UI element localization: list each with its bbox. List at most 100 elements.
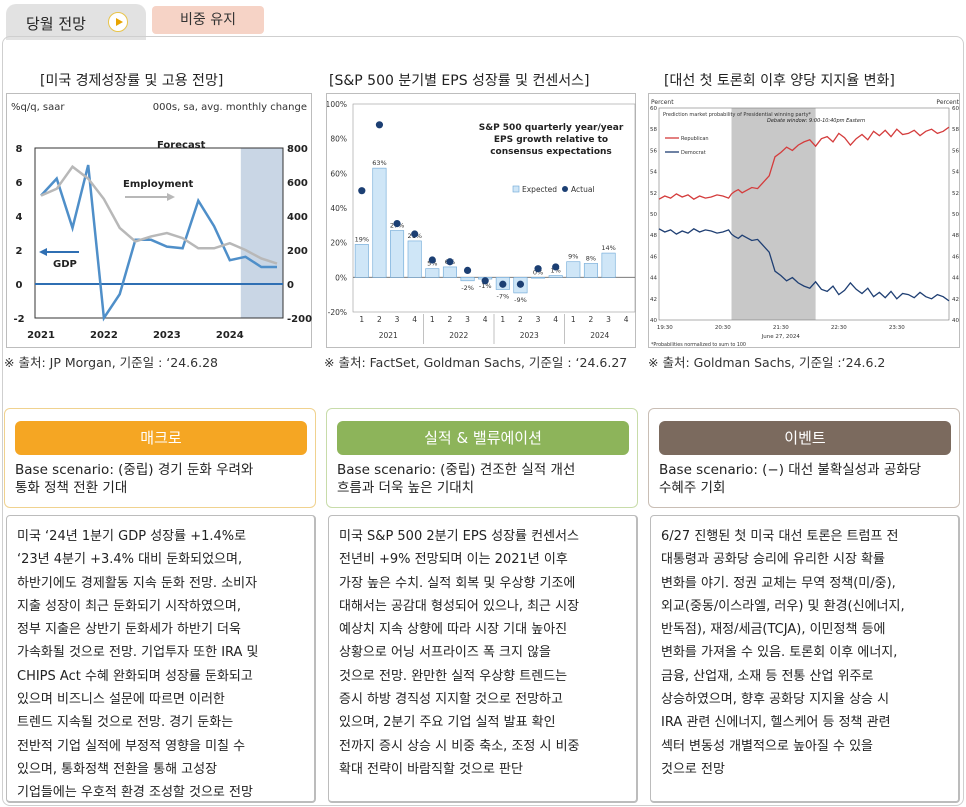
left-tick-label: 54: [650, 170, 657, 176]
legend-actual-label: Actual: [571, 185, 595, 194]
right-tick-label: 46: [952, 254, 959, 260]
gdp-arrowhead: [39, 248, 47, 256]
body-line: 6/27 진행된 첫 미국 대선 토론은 트럼프 전: [661, 529, 899, 544]
body-line: 것으로 전망: [661, 761, 725, 777]
plot-frame: [658, 107, 950, 321]
gdp-label: GDP: [53, 259, 77, 270]
expected-bar: [442, 266, 457, 278]
left-tick-label: 8: [16, 144, 23, 155]
left-tick-label: 48: [650, 233, 657, 239]
left-tick-label: 58: [650, 127, 657, 133]
actual-dot: [428, 256, 436, 264]
body-line: 변화를 야기. 정권 교체는 무역 정책(미/중),: [661, 575, 896, 591]
body-line: 트렌드 지속될 것으로 전망. 경기 둔화는: [17, 715, 234, 731]
year-label: 2022: [449, 331, 468, 340]
x-tick-label: 2: [448, 315, 453, 324]
expected-bar: [407, 240, 422, 278]
body-line: 것으로 전망. 완만한 실적 우상향 트렌드는: [339, 668, 568, 684]
right-tick-label: 44: [952, 276, 959, 282]
body-line: 상승하였으며, 향후 공화당 지지율 상승 시: [661, 692, 890, 708]
expected-data-label: 19%: [355, 235, 369, 243]
right-tick-label: 58: [952, 127, 959, 133]
macro-scenario: Base scenario: (중립) 경기 둔화 우려와 통화 정책 전환 기…: [15, 461, 253, 497]
expected-bar: [372, 167, 387, 278]
actual-dot: [499, 280, 507, 288]
earnings-scenario: Base scenario: (중립) 견조한 실적 개선 흐름과 더욱 높은 …: [337, 461, 575, 497]
forecast-label: Forecast: [157, 140, 206, 151]
chart-inner-title: S&P 500 quarterly year/year: [479, 123, 624, 133]
actual-dot: [481, 277, 489, 285]
y-tick-label: 100%: [327, 100, 347, 109]
body-line: 변화를 가져올 수 있음. 토론회 이후 에너지,: [661, 645, 898, 661]
top-bar: 당월 전망 비중 유지: [0, 0, 966, 42]
left-tick-label: 60: [650, 106, 657, 112]
play-icon[interactable]: [108, 12, 128, 32]
eps-growth-chart: 100%80%60%40%20%0%-20%19%63%27%21%5%6%-2…: [326, 100, 636, 344]
expected-bar: [566, 261, 581, 278]
event-body-text: 6/27 진행된 첫 미국 대선 토론은 트럼프 전 대통령과 공화당 승리에 유…: [661, 525, 950, 781]
actual-dot: [463, 266, 472, 274]
body-line: 있으며, 2분기 주요 기업 실적 발표 확인: [339, 715, 556, 731]
y-tick-label: 40%: [330, 204, 347, 213]
x-tick-label: 20:30: [715, 325, 731, 331]
legend-title: Prediction market probability of Preside…: [663, 112, 812, 118]
left-axis-label: %q/q, saar: [11, 102, 65, 113]
x-tick-label: 2022: [90, 330, 118, 341]
right-tick-label: 50: [952, 212, 959, 218]
body-line: 증시 하방 경직성 지지할 것으로 전망하고: [339, 692, 563, 708]
expected-data-label: 14%: [601, 244, 615, 252]
left-tick-label: 0: [16, 280, 23, 291]
left-tick-label: 6: [16, 178, 23, 189]
x-tick-label: 1: [359, 315, 364, 324]
right-tick-label: -200: [287, 314, 312, 325]
expected-bar: [425, 268, 440, 278]
right-axis-label: Percent: [936, 99, 959, 106]
x-tick-label: 3: [606, 315, 611, 324]
scenario-line: Base scenario: (중립) 견조한 실적 개선: [337, 462, 576, 478]
body-line: 전까지 증시 상승 시 비중 축소, 조정 시 비중: [339, 738, 580, 754]
left-tick-label: 52: [650, 191, 657, 197]
x-tick-label: 2024: [216, 330, 244, 341]
scenario-line: 흐름과 더욱 높은 기대치: [337, 480, 475, 496]
body-line: 예상치 지속 상향에 따라 시장 기대 높아진: [339, 622, 568, 638]
scenario-line: Base scenario: (−) 대선 불확실성과 공화당: [659, 462, 922, 478]
body-line: ‘23년 4분기 +3.4% 대비 둔화되었으며,: [17, 552, 243, 568]
x-tick-label: 4: [483, 315, 488, 324]
year-label: 2024: [590, 331, 609, 340]
x-tick-label: 1: [430, 315, 435, 324]
body-line: 기업들에는 우호적 환경 조성할 것으로 전망: [17, 785, 253, 801]
debate-window-shade: [731, 108, 816, 320]
democrat-line: [658, 228, 950, 302]
expected-bar: [390, 230, 405, 278]
event-card: 이벤트 Base scenario: (−) 대선 불확실성과 공화당 수혜주 …: [648, 408, 960, 508]
left-axis-label: Percent: [651, 99, 674, 106]
left-tick-label: 56: [650, 148, 657, 154]
body-line: 가속화될 것으로 전망. 기업투자 또한 IRA 및: [17, 645, 259, 661]
employment-label: Employment: [123, 179, 194, 190]
x-tick-label: 21:30: [773, 325, 789, 331]
legend-expected-swatch: [512, 185, 520, 193]
chart2-source: ※ 출처: FactSet, Goldman Sachs, 기준일 : ‘24.…: [324, 355, 628, 370]
x-tick-label: 1: [500, 315, 505, 324]
section-tab[interactable]: 당월 전망: [6, 4, 146, 40]
gdp-employment-chart: %q/q, saar 000s, sa, avg. monthly change 8…: [11, 102, 312, 341]
chart3-source: ※ 출처: Goldman Sachs, 기준일 :‘24.6.2: [648, 355, 886, 370]
plot-frame: [352, 103, 636, 313]
y-tick-label: 80%: [330, 135, 347, 144]
plot-frame: [34, 147, 284, 319]
x-tick-label: 3: [395, 315, 400, 324]
section-title: 당월 전망: [26, 15, 86, 33]
chart1-panel: %q/q, saar 000s, sa, avg. monthly change 8…: [6, 93, 312, 348]
earnings-card: 실적 & 밸류에이션 Base scenario: (중립) 견조한 실적 개선…: [326, 408, 638, 508]
chart1-source: ※ 출처: JP Morgan, 기준일 : ‘24.6.28: [4, 355, 218, 370]
body-line: 하반기에도 경제활동 지속 둔화 전망. 소비자: [17, 575, 258, 591]
left-tick-label: 46: [650, 254, 657, 260]
year-label: 2023: [520, 331, 539, 340]
actual-dot: [446, 258, 454, 266]
chart3-panel: Percent Percent 60 60 58 58 56 56 54 54 52 52 50 50 48…: [648, 93, 960, 348]
body-line: 전반적 기업 실적에 부정적 영향을 미칠 수: [17, 738, 246, 754]
event-body: 6/27 진행된 첫 미국 대선 토론은 트럼프 전 대통령과 공화당 승리에 유…: [650, 515, 960, 803]
actual-dot: [516, 280, 525, 288]
earnings-body-text: 미국 S&P 500 2분기 EPS 성장률 컨센서스 전년비 +9% 전망되며 …: [339, 525, 628, 781]
